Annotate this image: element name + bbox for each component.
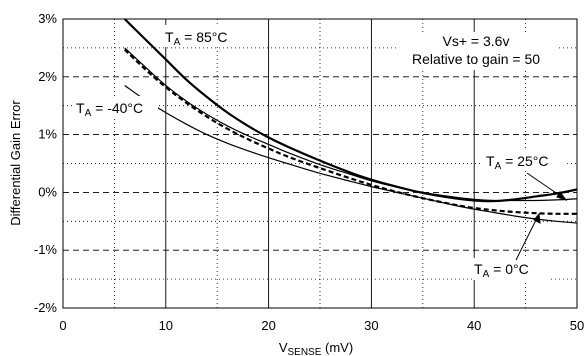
svg-text:TA = 0°C: TA = 0°C <box>474 261 529 280</box>
arrow-0c-head <box>533 212 541 224</box>
annotation-25c-bg <box>483 150 567 171</box>
annotation-25c-t: T <box>486 153 495 169</box>
annotation-25c: TA = 25°C <box>483 150 567 172</box>
arrow-25c-line <box>526 172 563 198</box>
svg-text:TA = 85°C: TA = 85°C <box>165 29 227 48</box>
svg-text:TA = -40°C: TA = -40°C <box>76 100 143 119</box>
arrow-0c-line <box>515 217 538 261</box>
annotation-0c: TA = 0°C <box>472 258 548 280</box>
annotation-arrows <box>515 172 568 261</box>
annotation-85c-rest: = 85°C <box>180 29 227 45</box>
annotation-minus40c-sub: A <box>85 108 92 119</box>
annotation-minus40c-rest: = -40°C <box>91 100 143 116</box>
annotation-minus40c: TA = -40°C <box>74 96 158 119</box>
svg-text:TA = 25°C: TA = 25°C <box>486 153 548 172</box>
annotation-85c-sub: A <box>174 37 181 48</box>
y-tick-label: -2% <box>34 300 58 315</box>
y-tick-label: 1% <box>38 127 57 142</box>
x-tick-label: 30 <box>364 318 378 333</box>
annotation-0c-sub: A <box>483 269 490 280</box>
y-tick-label: 2% <box>38 69 57 84</box>
annotation-conditions: Vs+ = 3.6v Relative to gain = 50 <box>396 32 556 70</box>
y-tick-labels: -2% -1% 0% 1% 2% 3% <box>34 11 58 315</box>
series-line-t-a-40-c <box>124 84 578 224</box>
y-axis-title: Differential Gain Error <box>8 100 23 226</box>
series-lines <box>123 18 578 224</box>
arrow-25c-head <box>556 191 568 201</box>
annotation-minus40c-t: T <box>76 100 85 116</box>
x-axis-title-sub: SENSE <box>287 347 321 356</box>
series-line-t-a-25-c <box>124 47 578 202</box>
annotation-85c-t: T <box>165 29 174 45</box>
x-tick-labels: 0 10 20 30 40 50 <box>59 318 584 333</box>
series-line-t-a-0-c <box>123 48 578 215</box>
x-tick-label: 50 <box>570 318 584 333</box>
x-axis-title: VSENSE (mV) <box>279 340 353 356</box>
annotation-conditions-bg <box>396 32 556 70</box>
y-tick-label: 3% <box>38 11 57 26</box>
annotation-0c-t: T <box>474 261 483 277</box>
annotation-vs: Vs+ = 3.6v <box>443 33 510 49</box>
annotation-85c-bg <box>162 25 246 47</box>
plot-frame <box>62 18 578 309</box>
x-axis-title-unit: (mV) <box>321 340 353 355</box>
annotation-0c-rest: = 0°C <box>489 261 528 277</box>
annotation-relative-gain: Relative to gain = 50 <box>412 51 540 67</box>
annotation-25c-rest: = 25°C <box>501 153 548 169</box>
y-tick-label: -1% <box>34 242 58 257</box>
y-tick-label: 0% <box>38 184 57 199</box>
x-axis-title-main: V <box>279 340 288 355</box>
x-tick-label: 40 <box>467 318 481 333</box>
x-tick-label: 10 <box>159 318 173 333</box>
x-tick-label: 20 <box>261 318 275 333</box>
annotation-0c-bg <box>472 258 548 280</box>
annotation-minus40c-bg <box>74 96 158 118</box>
x-tick-label: 0 <box>59 318 66 333</box>
annotation-25c-sub: A <box>495 161 502 172</box>
annotation-85c: TA = 85°C <box>162 25 246 48</box>
